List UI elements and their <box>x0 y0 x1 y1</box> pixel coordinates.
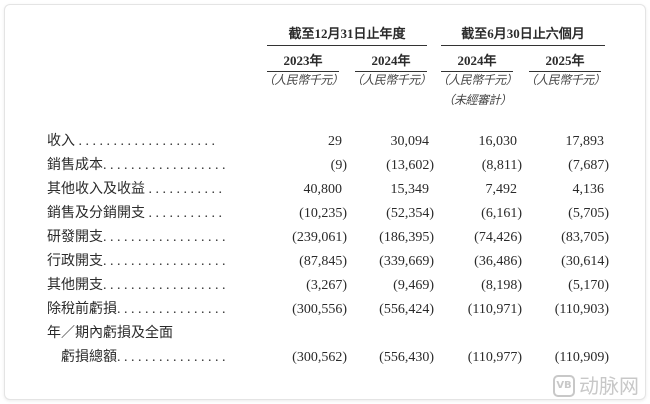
year-header-3: 2024年 <box>441 50 513 72</box>
row-value: 17,893 <box>565 134 605 149</box>
row-label: 除稅前虧損. . . . . . . . . . . . . . . . <box>47 302 226 317</box>
row-value: 4,136 <box>572 182 605 197</box>
row-value: (9,469) <box>393 278 434 293</box>
unit-label-1: （人民幣千元） <box>262 73 344 87</box>
row-value: 16,030 <box>478 134 518 149</box>
table-row: 研發開支. . . . . . . . . . . . . . . . . . (… <box>47 228 627 248</box>
row-label: 研發開支. . . . . . . . . . . . . . . . . . <box>47 230 226 245</box>
table-row: 銷售及分銷開支 . . . . . . . . . . . (10,235) (52… <box>47 204 627 224</box>
row-value: (6,161) <box>481 206 522 221</box>
row-value: (110,909) <box>554 350 609 365</box>
table-row: 除稅前虧損. . . . . . . . . . . . . . . . (300… <box>47 300 627 320</box>
unit-label-2: （人民幣千元） <box>350 73 432 87</box>
row-value: (74,426) <box>474 230 522 245</box>
header-group-fiscal-year: 截至12月31日止年度 <box>267 23 427 46</box>
row-label: 年／期內虧損及全面 <box>47 326 173 341</box>
row-value: (9) <box>330 158 347 173</box>
row-value: (8,811) <box>481 158 522 173</box>
row-value: (339,669) <box>379 254 434 269</box>
table-row: 銷售成本. . . . . . . . . . . . . . . . . . (… <box>47 156 627 176</box>
row-value: (186,395) <box>379 230 434 245</box>
header-group-six-months: 截至6月30日止六個月 <box>441 23 605 46</box>
row-label: 銷售及分銷開支 . . . . . . . . . . . <box>47 206 222 221</box>
row-value: 29 <box>328 134 342 149</box>
row-value: (13,602) <box>386 158 434 173</box>
row-label: 收入 . . . . . . . . . . . . . . . . . . .… <box>47 134 215 149</box>
row-value: (300,556) <box>292 302 347 317</box>
row-value: 15,349 <box>390 182 430 197</box>
row-value: (110,977) <box>467 350 522 365</box>
financial-summary-card: 截至12月31日止年度 截至6月30日止六個月 2023年 2024年 2024… <box>4 4 646 400</box>
row-label: 其他收入及收益 . . . . . . . . . . . <box>47 182 222 197</box>
table-row: 其他收入及收益 . . . . . . . . . . . 40,800 15,34… <box>47 180 627 200</box>
row-label: 其他開支. . . . . . . . . . . . . . . . . . <box>47 278 226 293</box>
row-value: (110,903) <box>554 302 609 317</box>
table-row: 行政開支. . . . . . . . . . . . . . . . . . (… <box>47 252 627 272</box>
row-value: (3,267) <box>306 278 347 293</box>
year-header-1: 2023年 <box>267 50 339 72</box>
row-value: (36,486) <box>474 254 522 269</box>
row-label: 銷售成本. . . . . . . . . . . . . . . . . . <box>47 158 226 173</box>
row-value: 7,492 <box>485 182 518 197</box>
year-header-2: 2024年 <box>355 50 427 72</box>
watermark-text: 动脉网 <box>579 374 639 398</box>
row-value: (5,705) <box>568 206 609 221</box>
unaudited-label: （未經審計） <box>442 93 512 107</box>
watermark: VB 动脉网 <box>553 374 639 398</box>
table-row: 收入 . . . . . . . . . . . . . . . . . . .… <box>47 132 627 152</box>
row-value: (87,845) <box>299 254 347 269</box>
row-label: 虧損總額. . . . . . . . . . . . . . . . <box>47 350 226 365</box>
row-value: (110,971) <box>467 302 522 317</box>
row-value: (30,614) <box>561 254 609 269</box>
row-value: (556,424) <box>379 302 434 317</box>
table-row: 其他開支. . . . . . . . . . . . . . . . . . (… <box>47 276 627 296</box>
row-value: (556,430) <box>379 350 434 365</box>
row-value: (5,170) <box>568 278 609 293</box>
watermark-logo-icon: VB <box>553 375 575 397</box>
unit-label-3: （人民幣千元） <box>436 73 518 87</box>
row-value: (7,687) <box>568 158 609 173</box>
table-row: 年／期內虧損及全面 <box>47 324 627 344</box>
row-value: 40,800 <box>303 182 343 197</box>
table-row: 虧損總額. . . . . . . . . . . . . . . . (300,… <box>47 348 627 368</box>
row-value: (300,562) <box>292 350 347 365</box>
unit-label-4: （人民幣千元） <box>524 73 606 87</box>
row-label: 行政開支. . . . . . . . . . . . . . . . . . <box>47 254 226 269</box>
row-value: (8,198) <box>481 278 522 293</box>
row-value: 30,094 <box>390 134 430 149</box>
row-value: (10,235) <box>299 206 347 221</box>
row-value: (52,354) <box>386 206 434 221</box>
year-header-4: 2025年 <box>529 50 601 72</box>
row-value: (83,705) <box>561 230 609 245</box>
row-value: (239,061) <box>292 230 347 245</box>
